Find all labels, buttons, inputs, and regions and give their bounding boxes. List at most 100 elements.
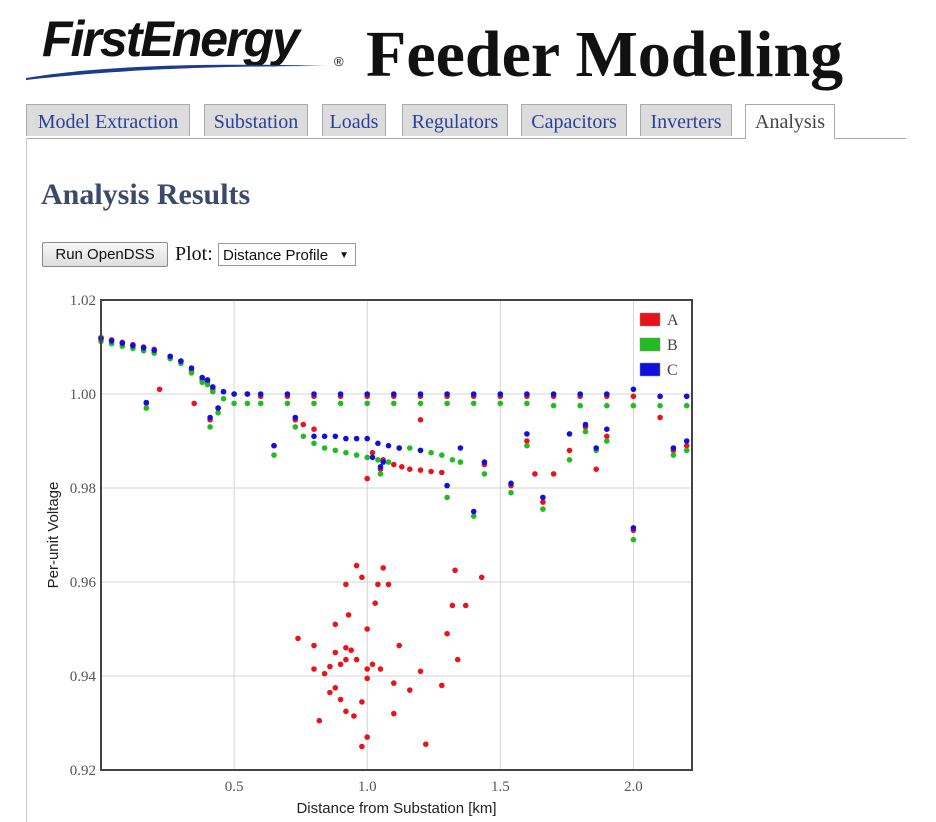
data-point-c xyxy=(178,358,184,364)
tab-substation[interactable]: Substation xyxy=(204,104,308,136)
data-point-c xyxy=(143,399,150,406)
data-point-b xyxy=(385,459,392,465)
data-point-a xyxy=(343,656,349,663)
data-point-c xyxy=(332,433,339,440)
data-point-b xyxy=(311,400,317,407)
data-point-a xyxy=(332,621,339,628)
data-point-c xyxy=(470,391,477,397)
data-point-b xyxy=(524,400,530,407)
data-point-b xyxy=(439,452,445,458)
data-point-b xyxy=(199,379,205,386)
data-point-a xyxy=(377,666,384,672)
tab-regulators[interactable]: Regulators xyxy=(402,104,508,136)
data-point-b xyxy=(683,447,690,454)
data-point-a xyxy=(532,471,538,477)
data-point-a xyxy=(311,426,317,432)
data-point-a xyxy=(343,581,349,588)
data-point-a xyxy=(327,663,333,670)
data-point-b xyxy=(300,433,307,440)
data-point-c xyxy=(444,482,450,489)
data-point-a xyxy=(449,602,456,609)
data-point-a xyxy=(364,475,371,482)
data-point-a xyxy=(353,656,360,663)
data-point-c xyxy=(220,388,227,395)
tab-model-extraction[interactable]: Model Extraction xyxy=(26,104,190,136)
data-point-c xyxy=(204,377,211,383)
tab-inverters[interactable]: Inverters xyxy=(640,104,732,136)
x-tick-label: 1.0 xyxy=(358,779,377,795)
data-point-a xyxy=(566,447,573,454)
data-point-a xyxy=(391,461,397,468)
data-point-a xyxy=(423,741,429,747)
y-tick-label: 0.96 xyxy=(70,575,97,591)
data-point-b xyxy=(630,402,637,409)
data-point-a xyxy=(316,717,323,724)
data-point-b xyxy=(244,400,251,407)
tab-analysis[interactable]: Analysis xyxy=(745,104,835,139)
x-tick-label: 1.5 xyxy=(491,779,510,795)
data-point-c xyxy=(470,508,477,515)
tab-capacitors[interactable]: Capacitors xyxy=(521,104,627,136)
data-point-a xyxy=(156,386,163,393)
data-point-c xyxy=(311,433,317,440)
data-point-b xyxy=(428,449,434,456)
data-point-a xyxy=(417,668,424,675)
legend-swatch-c xyxy=(639,362,661,377)
data-point-b xyxy=(337,400,344,407)
data-point-a xyxy=(454,656,461,663)
data-point-c xyxy=(380,459,387,465)
run-opendss-button[interactable]: Run OpenDSS xyxy=(42,242,168,267)
data-point-a xyxy=(359,574,365,581)
data-point-c xyxy=(119,340,126,346)
data-point-b xyxy=(457,459,464,465)
data-point-a xyxy=(396,642,403,649)
data-point-b xyxy=(292,424,299,430)
data-point-a xyxy=(295,635,301,642)
data-point-a xyxy=(348,647,355,653)
data-point-a xyxy=(524,438,530,444)
data-point-a xyxy=(630,393,637,400)
data-point-c xyxy=(375,440,381,447)
data-point-c xyxy=(683,393,690,400)
data-point-c xyxy=(604,391,610,397)
data-point-b xyxy=(391,400,397,407)
data-point-a xyxy=(300,421,307,428)
data-point-a xyxy=(369,661,376,668)
tab-loads[interactable]: Loads xyxy=(322,104,386,136)
plot-select[interactable]: Distance Profile ▼ xyxy=(218,243,356,266)
data-point-c xyxy=(566,431,573,437)
data-point-c xyxy=(630,525,637,531)
data-point-a xyxy=(428,468,434,475)
data-point-c xyxy=(385,442,392,449)
data-point-a xyxy=(332,685,339,691)
data-point-a xyxy=(407,687,413,693)
data-point-a xyxy=(417,467,424,473)
tab-bar: Model Extraction Substation Loads Regula… xyxy=(26,104,906,139)
registered-mark: ® xyxy=(334,54,344,69)
data-point-a xyxy=(369,449,376,456)
data-point-c xyxy=(481,459,488,465)
data-point-c xyxy=(582,421,589,428)
data-point-b xyxy=(271,452,277,458)
data-point-c xyxy=(550,391,557,397)
data-point-c xyxy=(108,338,115,344)
data-point-b xyxy=(311,440,317,447)
data-point-c xyxy=(396,445,403,451)
data-point-a xyxy=(380,565,387,571)
data-point-a xyxy=(343,645,349,651)
data-point-a xyxy=(385,581,392,588)
analysis-panel: Analysis Results xyxy=(26,138,907,822)
data-point-b xyxy=(143,405,150,411)
data-point-c xyxy=(151,347,157,354)
data-point-b xyxy=(231,400,237,407)
data-point-b xyxy=(220,395,227,402)
app-header: FirstEnergy ® Feeder Modeling xyxy=(0,0,936,104)
data-point-b xyxy=(604,402,610,409)
data-point-c xyxy=(604,426,610,432)
data-point-b xyxy=(417,400,424,407)
data-point-b xyxy=(582,428,589,435)
data-point-b xyxy=(481,471,488,477)
data-point-b xyxy=(683,402,690,409)
data-point-b xyxy=(630,536,637,543)
data-point-a xyxy=(345,612,352,618)
